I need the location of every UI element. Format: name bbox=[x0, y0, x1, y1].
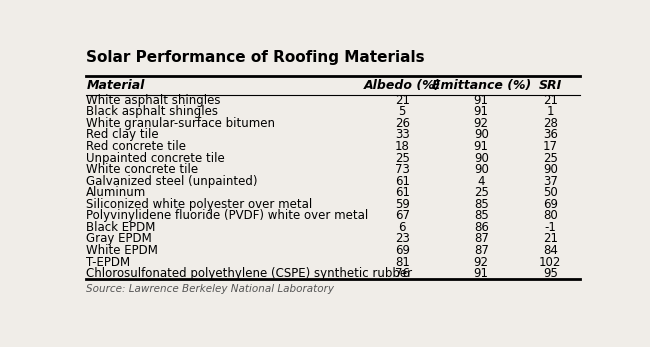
Text: 84: 84 bbox=[543, 244, 558, 257]
Text: Material: Material bbox=[86, 79, 145, 92]
Text: 23: 23 bbox=[395, 232, 410, 245]
Text: 6: 6 bbox=[398, 221, 406, 234]
Text: 90: 90 bbox=[474, 163, 489, 176]
Text: 21: 21 bbox=[543, 94, 558, 107]
Text: Red concrete tile: Red concrete tile bbox=[86, 140, 187, 153]
Text: 28: 28 bbox=[543, 117, 558, 130]
Text: SRI: SRI bbox=[539, 79, 562, 92]
Text: White EPDM: White EPDM bbox=[86, 244, 158, 257]
Text: 102: 102 bbox=[539, 256, 562, 269]
Text: 18: 18 bbox=[395, 140, 410, 153]
Text: 86: 86 bbox=[474, 221, 489, 234]
Text: 90: 90 bbox=[474, 128, 489, 142]
Text: 76: 76 bbox=[395, 267, 410, 280]
Text: 90: 90 bbox=[474, 152, 489, 164]
Text: 33: 33 bbox=[395, 128, 410, 142]
Text: 59: 59 bbox=[395, 198, 410, 211]
Text: 25: 25 bbox=[543, 152, 558, 164]
Text: 73: 73 bbox=[395, 163, 410, 176]
Text: 50: 50 bbox=[543, 186, 558, 199]
Text: 91: 91 bbox=[474, 94, 489, 107]
Text: 90: 90 bbox=[543, 163, 558, 176]
Text: Solar Performance of Roofing Materials: Solar Performance of Roofing Materials bbox=[86, 50, 425, 65]
Text: Chlorosulfonated polyethylene (CSPE) synthetic rubber: Chlorosulfonated polyethylene (CSPE) syn… bbox=[86, 267, 412, 280]
Text: 4: 4 bbox=[478, 175, 485, 188]
Text: 95: 95 bbox=[543, 267, 558, 280]
Text: Black EPDM: Black EPDM bbox=[86, 221, 155, 234]
Text: 85: 85 bbox=[474, 209, 489, 222]
Text: White granular-surface bitumen: White granular-surface bitumen bbox=[86, 117, 276, 130]
Text: Gray EPDM: Gray EPDM bbox=[86, 232, 152, 245]
Text: 91: 91 bbox=[474, 140, 489, 153]
Text: -1: -1 bbox=[545, 221, 556, 234]
Text: T-EPDM: T-EPDM bbox=[86, 256, 131, 269]
Text: Red clay tile: Red clay tile bbox=[86, 128, 159, 142]
Text: Black asphalt shingles: Black asphalt shingles bbox=[86, 105, 218, 118]
Text: Unpainted concrete tile: Unpainted concrete tile bbox=[86, 152, 225, 164]
Text: White concrete tile: White concrete tile bbox=[86, 163, 198, 176]
Text: 36: 36 bbox=[543, 128, 558, 142]
Text: 67: 67 bbox=[395, 209, 410, 222]
Text: 61: 61 bbox=[395, 186, 410, 199]
Text: Galvanized steel (unpainted): Galvanized steel (unpainted) bbox=[86, 175, 258, 188]
Text: Polyvinylidene fluoride (PVDF) white over metal: Polyvinylidene fluoride (PVDF) white ove… bbox=[86, 209, 369, 222]
Text: 25: 25 bbox=[395, 152, 410, 164]
Text: 17: 17 bbox=[543, 140, 558, 153]
Text: Source: Lawrence Berkeley National Laboratory: Source: Lawrence Berkeley National Labor… bbox=[86, 284, 334, 294]
Text: Albedo (%): Albedo (%) bbox=[363, 79, 441, 92]
Text: 69: 69 bbox=[395, 244, 410, 257]
Text: 69: 69 bbox=[543, 198, 558, 211]
Text: 87: 87 bbox=[474, 244, 489, 257]
Text: 91: 91 bbox=[474, 105, 489, 118]
Text: 85: 85 bbox=[474, 198, 489, 211]
Text: 21: 21 bbox=[543, 232, 558, 245]
Text: 92: 92 bbox=[474, 256, 489, 269]
Text: 91: 91 bbox=[474, 267, 489, 280]
Text: 5: 5 bbox=[398, 105, 406, 118]
Text: 21: 21 bbox=[395, 94, 410, 107]
Text: 26: 26 bbox=[395, 117, 410, 130]
Text: Emittance (%): Emittance (%) bbox=[432, 79, 531, 92]
Text: 25: 25 bbox=[474, 186, 489, 199]
Text: 81: 81 bbox=[395, 256, 410, 269]
Text: 1: 1 bbox=[547, 105, 554, 118]
Text: Siliconized white polyester over metal: Siliconized white polyester over metal bbox=[86, 198, 313, 211]
Text: 61: 61 bbox=[395, 175, 410, 188]
Text: Aluminum: Aluminum bbox=[86, 186, 146, 199]
Text: White asphalt shingles: White asphalt shingles bbox=[86, 94, 221, 107]
Text: 80: 80 bbox=[543, 209, 558, 222]
Text: 87: 87 bbox=[474, 232, 489, 245]
Text: 92: 92 bbox=[474, 117, 489, 130]
Text: 37: 37 bbox=[543, 175, 558, 188]
